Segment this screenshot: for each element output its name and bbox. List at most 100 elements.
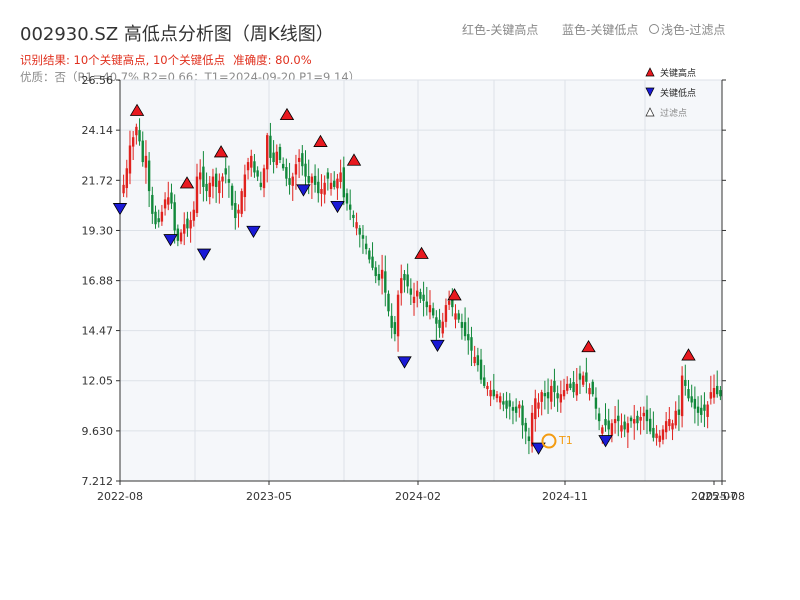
- candle-body: [447, 300, 451, 305]
- candle-body: [281, 163, 285, 169]
- y-tick-label: 19.30: [82, 224, 114, 237]
- candle-body: [489, 390, 492, 397]
- candle-body: [179, 232, 183, 242]
- key-low-marker: [430, 339, 445, 353]
- candle-body: [192, 209, 196, 221]
- candle-body: [262, 168, 266, 189]
- candle-body: [620, 425, 623, 432]
- x-tick-label: 2024-11: [542, 490, 588, 503]
- candle-body: [454, 313, 457, 320]
- candle-body: [387, 293, 390, 312]
- candle-body: [566, 383, 569, 391]
- candle-body: [307, 176, 310, 183]
- candle-body: [342, 167, 346, 198]
- t1-marker: T1: [541, 433, 573, 449]
- candle-body: [463, 322, 467, 337]
- t1-label: T1: [558, 434, 573, 447]
- candle-body: [719, 390, 722, 397]
- candle-body: [339, 172, 342, 182]
- key-high-marker: [129, 103, 145, 116]
- x-tick-label: 2024-02: [395, 490, 441, 503]
- candle-body: [684, 379, 687, 386]
- candle-body: [214, 173, 218, 187]
- candle-body: [674, 410, 677, 426]
- candle-body: [384, 271, 387, 293]
- candle-body: [629, 417, 633, 422]
- candle-body: [221, 176, 224, 182]
- candle-body: [205, 183, 208, 192]
- candle-body: [655, 433, 658, 439]
- key-high-marker: [414, 246, 429, 259]
- candle-body: [358, 228, 361, 235]
- candle-body: [473, 356, 476, 364]
- candle-body: [374, 267, 377, 277]
- candle-body: [652, 427, 655, 438]
- candle-body: [642, 412, 646, 417]
- legend-label: 过滤点: [660, 107, 687, 119]
- candle-body: [141, 140, 144, 163]
- candle-body: [154, 211, 157, 225]
- candle-body: [435, 317, 438, 324]
- candle-body: [521, 405, 524, 426]
- y-tick-label: 26.56: [82, 74, 114, 87]
- candle-body: [709, 392, 713, 399]
- candle-body: [431, 308, 435, 316]
- candle-body: [508, 400, 511, 407]
- candle-body: [304, 163, 307, 177]
- candle-body: [275, 151, 278, 165]
- candle-body: [253, 161, 256, 173]
- candle-body: [530, 412, 534, 447]
- candle-body: [259, 182, 263, 187]
- candle-body: [198, 172, 202, 180]
- candle-body: [396, 294, 400, 337]
- y-tick-label: 14.47: [82, 325, 114, 338]
- candle-body: [604, 419, 607, 426]
- x-ticks: 2022-08 2023-05 2024-02 2024-11 2025-072025-…: [97, 481, 745, 503]
- chart-title: 002930.SZ 高低点分析图（周K线图）: [20, 24, 334, 45]
- top-legend-gray-label: 浅色-过滤点: [661, 23, 726, 37]
- legend-label: 关键低点: [660, 87, 696, 99]
- candle-body: [479, 359, 483, 380]
- candle-body: [483, 377, 486, 386]
- candle-body: [336, 178, 339, 189]
- candle-body: [716, 385, 719, 395]
- candle-body: [428, 305, 432, 313]
- candle-body: [668, 419, 671, 427]
- candle-body: [345, 193, 349, 204]
- candle-body: [390, 315, 393, 328]
- candle-body: [518, 404, 521, 409]
- candle-body: [377, 273, 381, 281]
- t1-circle: [541, 433, 557, 449]
- candle-body: [633, 419, 636, 424]
- candle-body: [333, 180, 336, 187]
- candle-body: [687, 389, 690, 399]
- candle-body: [323, 182, 326, 195]
- candle-body: [211, 176, 215, 187]
- candle-body: [626, 423, 630, 433]
- key-high-marker: [681, 348, 696, 361]
- candle-body: [556, 393, 559, 399]
- key-high-marker: [213, 145, 229, 158]
- y-ticks: 26.56 24.14 21.72 19.30 16.88 14.47 12.05 9.630…: [82, 74, 726, 488]
- candles: [122, 118, 722, 455]
- candle-body: [393, 322, 397, 335]
- x-tick-label: 2025-08: [699, 490, 745, 503]
- candle-body: [581, 375, 585, 385]
- candle-body: [317, 181, 320, 194]
- candle-body: [572, 382, 575, 393]
- candle-body: [575, 383, 578, 396]
- candle-body: [664, 421, 668, 433]
- candle-body: [403, 273, 406, 281]
- candle-body: [144, 155, 148, 168]
- candle-body: [361, 235, 365, 239]
- candle-body: [285, 167, 288, 179]
- candle-body: [234, 203, 237, 219]
- key-low-marker: [163, 234, 178, 247]
- candle-body: [371, 256, 374, 268]
- candle-body: [195, 176, 199, 214]
- candle-body: [492, 389, 496, 397]
- candle-body: [419, 292, 422, 299]
- candle-body: [163, 199, 167, 209]
- candle-body: [176, 228, 180, 241]
- candle-body: [266, 135, 269, 170]
